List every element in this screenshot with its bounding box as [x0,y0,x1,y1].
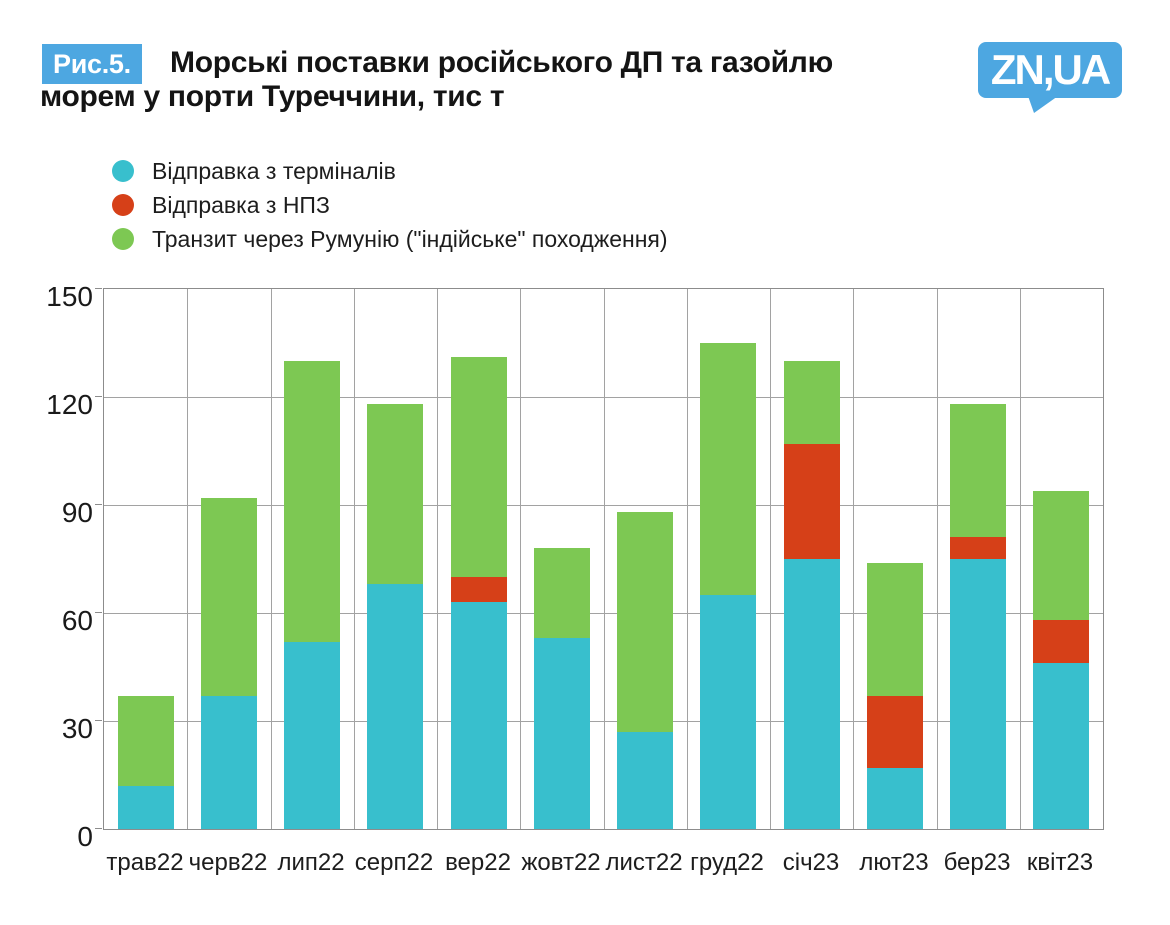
y-tick-label: 0 [77,821,93,852]
bar-segment-лип22 [284,361,340,642]
bar-segment-квіт23 [1033,620,1089,663]
gridline-vertical [937,289,938,829]
bar-segment-січ23 [784,559,840,829]
legend-item-transit: Транзит через Румунію ("індійське" поход… [112,226,668,252]
gridline-vertical [687,289,688,829]
legend-marker-npz-icon [112,194,134,216]
x-tick-label: трав22 [106,849,184,876]
y-tick-label: 60 [61,605,93,636]
gridline-horizontal [104,613,1103,614]
gridline-vertical [770,289,771,829]
y-tick-mark [95,828,102,829]
x-tick-label: серп22 [354,849,434,876]
y-tick-mark [95,612,102,613]
y-tick-mark [95,504,102,505]
bar-segment-бер23 [950,559,1006,829]
gridline-horizontal [104,397,1103,398]
y-tick-mark [95,396,102,397]
bar-segment-трав22 [118,786,174,829]
gridline-vertical [187,289,188,829]
gridline-vertical [520,289,521,829]
y-tick-label: 90 [61,497,93,528]
legend-label-transit: Транзит через Румунію ("індійське" поход… [152,226,668,252]
x-tick-label: бер23 [943,849,1011,876]
bar-segment-лист22 [617,732,673,829]
bar-segment-бер23 [950,537,1006,559]
bar-segment-бер23 [950,404,1006,537]
bar-segment-лют23 [867,768,923,829]
legend-label-npz: Відправка з НПЗ [152,192,330,218]
bar-segment-серп22 [367,584,423,829]
bar-segment-вер22 [451,602,507,829]
gridline-vertical [271,289,272,829]
bar-segment-серп22 [367,404,423,584]
bar-segment-лют23 [867,563,923,696]
x-tick-label: лист22 [605,849,683,876]
bar-segment-черв22 [201,696,257,829]
x-tick-label: черв22 [188,849,268,876]
bar-segment-січ23 [784,361,840,444]
legend: Відправка з терміналів Відправка з НПЗ Т… [112,160,668,262]
figure-title-line-2: морем у порти Туреччини, тис т [40,80,505,113]
gridline-vertical [853,289,854,829]
legend-item-terminals: Відправка з терміналів [112,158,668,184]
bar-segment-вер22 [451,577,507,602]
x-tick-label: вер22 [445,849,511,876]
plot-area [103,288,1104,830]
legend-marker-transit-icon [112,228,134,250]
bar-segment-лип22 [284,642,340,829]
bar-segment-трав22 [118,696,174,786]
gridline-horizontal [104,505,1103,506]
bar-segment-жовт22 [534,548,590,638]
bar-segment-вер22 [451,357,507,577]
bar-segment-лют23 [867,696,923,768]
zn-ua-logo: ZN,UA [978,42,1122,113]
figure-number-badge: Рис.5. [42,44,142,84]
y-tick-label: 30 [61,713,93,744]
bar-segment-квіт23 [1033,491,1089,620]
x-tick-label: квіт23 [1026,849,1094,876]
x-tick-label: груд22 [690,849,764,876]
bar-segment-лист22 [617,512,673,732]
bar-segment-січ23 [784,444,840,559]
bar-segment-черв22 [201,498,257,696]
zn-ua-logo-text: ZN,UA [990,46,1111,93]
figure-title-line-1: Морські поставки російського ДП та газой… [170,46,833,79]
x-tick-label: лют23 [859,849,929,876]
x-tick-label: січ23 [782,849,840,876]
gridline-vertical [604,289,605,829]
gridline-vertical [1020,289,1021,829]
bar-segment-жовт22 [534,638,590,829]
bar-segment-квіт23 [1033,663,1089,829]
bar-segment-груд22 [700,595,756,829]
legend-marker-terminals-icon [112,160,134,182]
bar-segment-груд22 [700,343,756,595]
gridline-vertical [354,289,355,829]
logo-speech-tail-icon [1028,96,1058,113]
x-tick-label: жовт22 [521,849,601,876]
gridline-vertical [437,289,438,829]
y-tick-label: 150 [46,281,93,312]
legend-item-npz: Відправка з НПЗ [112,192,668,218]
gridline-horizontal [104,721,1103,722]
legend-label-terminals: Відправка з терміналів [152,158,396,184]
y-tick-mark [95,720,102,721]
y-tick-label: 120 [46,389,93,420]
y-tick-mark [95,288,102,289]
x-tick-label: лип22 [277,849,345,876]
